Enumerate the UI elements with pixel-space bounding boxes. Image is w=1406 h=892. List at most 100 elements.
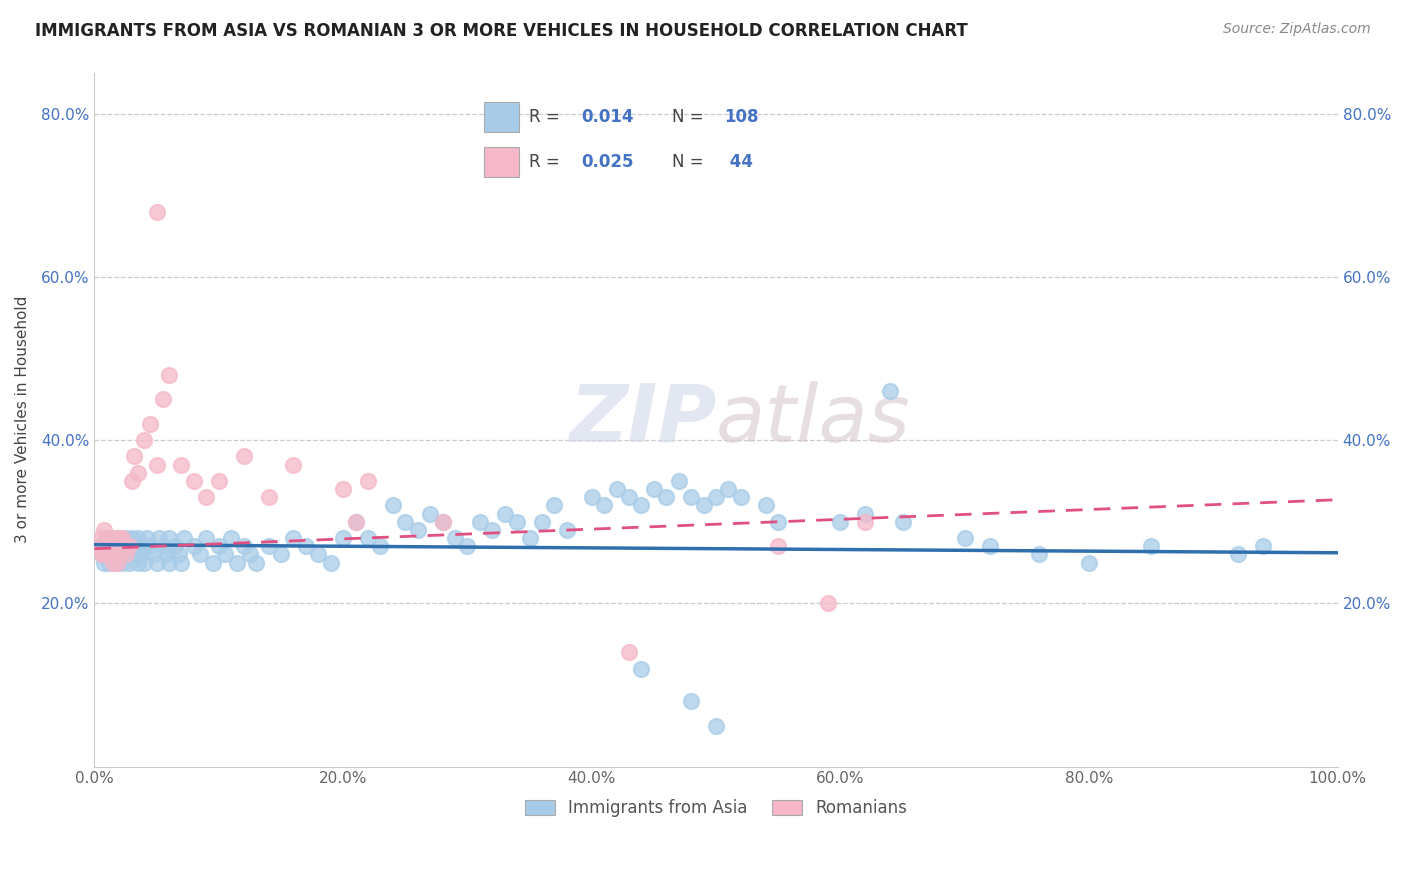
Point	[105, 539, 128, 553]
Point	[108, 548, 131, 562]
Point	[668, 474, 690, 488]
Point	[201, 556, 224, 570]
Point	[370, 539, 392, 553]
Point	[103, 531, 125, 545]
Point	[630, 662, 652, 676]
Point	[581, 490, 603, 504]
Point	[145, 556, 167, 570]
Point	[139, 539, 162, 553]
Point	[127, 466, 149, 480]
Point	[148, 531, 170, 545]
Point	[1078, 556, 1101, 570]
Point	[183, 474, 205, 488]
Point	[979, 539, 1001, 553]
Point	[114, 548, 136, 562]
Point	[135, 531, 157, 545]
Point	[307, 548, 329, 562]
Point	[93, 556, 115, 570]
Point	[101, 556, 124, 570]
Point	[232, 450, 254, 464]
Point	[953, 531, 976, 545]
Point	[98, 539, 121, 553]
Point	[704, 719, 727, 733]
Point	[145, 204, 167, 219]
Point	[167, 548, 190, 562]
Point	[96, 531, 118, 545]
Point	[704, 490, 727, 504]
Point	[432, 515, 454, 529]
Point	[219, 531, 242, 545]
Point	[145, 458, 167, 472]
Point	[157, 556, 180, 570]
Point	[93, 548, 115, 562]
Point	[155, 548, 177, 562]
Point	[381, 499, 404, 513]
Point	[122, 450, 145, 464]
Point	[444, 531, 467, 545]
Point	[105, 556, 128, 570]
Point	[817, 596, 839, 610]
Point	[226, 556, 249, 570]
Text: IMMIGRANTS FROM ASIA VS ROMANIAN 3 OR MORE VEHICLES IN HOUSEHOLD CORRELATION CHA: IMMIGRANTS FROM ASIA VS ROMANIAN 3 OR MO…	[35, 22, 967, 40]
Point	[118, 556, 141, 570]
Point	[152, 539, 174, 553]
Point	[344, 515, 367, 529]
Point	[98, 548, 121, 562]
Point	[121, 474, 143, 488]
Point	[114, 531, 136, 545]
Point	[157, 368, 180, 382]
Point	[643, 482, 665, 496]
Y-axis label: 3 or more Vehicles in Household: 3 or more Vehicles in Household	[15, 296, 30, 543]
Point	[90, 531, 112, 545]
Point	[105, 556, 128, 570]
Point	[121, 531, 143, 545]
Point	[118, 539, 141, 553]
Point	[139, 417, 162, 431]
Point	[239, 548, 262, 562]
Point	[131, 548, 153, 562]
Point	[170, 458, 193, 472]
Point	[406, 523, 429, 537]
Point	[1227, 548, 1250, 562]
Point	[419, 507, 441, 521]
Point	[108, 548, 131, 562]
Point	[87, 539, 110, 553]
Point	[681, 694, 703, 708]
Point	[1140, 539, 1163, 553]
Point	[283, 458, 305, 472]
Point	[879, 384, 901, 399]
Point	[134, 556, 156, 570]
Point	[1251, 539, 1274, 553]
Point	[891, 515, 914, 529]
Point	[90, 539, 112, 553]
Point	[593, 499, 616, 513]
Point	[270, 548, 292, 562]
Point	[118, 539, 141, 553]
Point	[394, 515, 416, 529]
Legend: Immigrants from Asia, Romanians: Immigrants from Asia, Romanians	[517, 793, 914, 824]
Point	[101, 548, 124, 562]
Point	[530, 515, 553, 529]
Point	[543, 499, 565, 513]
Point	[96, 539, 118, 553]
Point	[111, 531, 134, 545]
Point	[655, 490, 678, 504]
Point	[853, 507, 876, 521]
Point	[183, 539, 205, 553]
Point	[519, 531, 541, 545]
Point	[456, 539, 478, 553]
Point	[108, 531, 131, 545]
Point	[717, 482, 740, 496]
Point	[105, 539, 128, 553]
Point	[617, 490, 640, 504]
Point	[165, 539, 187, 553]
Point	[101, 531, 124, 545]
Point	[232, 539, 254, 553]
Point	[357, 531, 380, 545]
Point	[134, 539, 156, 553]
Point	[257, 490, 280, 504]
Point	[257, 539, 280, 553]
Point	[357, 474, 380, 488]
Point	[506, 515, 529, 529]
Point	[127, 556, 149, 570]
